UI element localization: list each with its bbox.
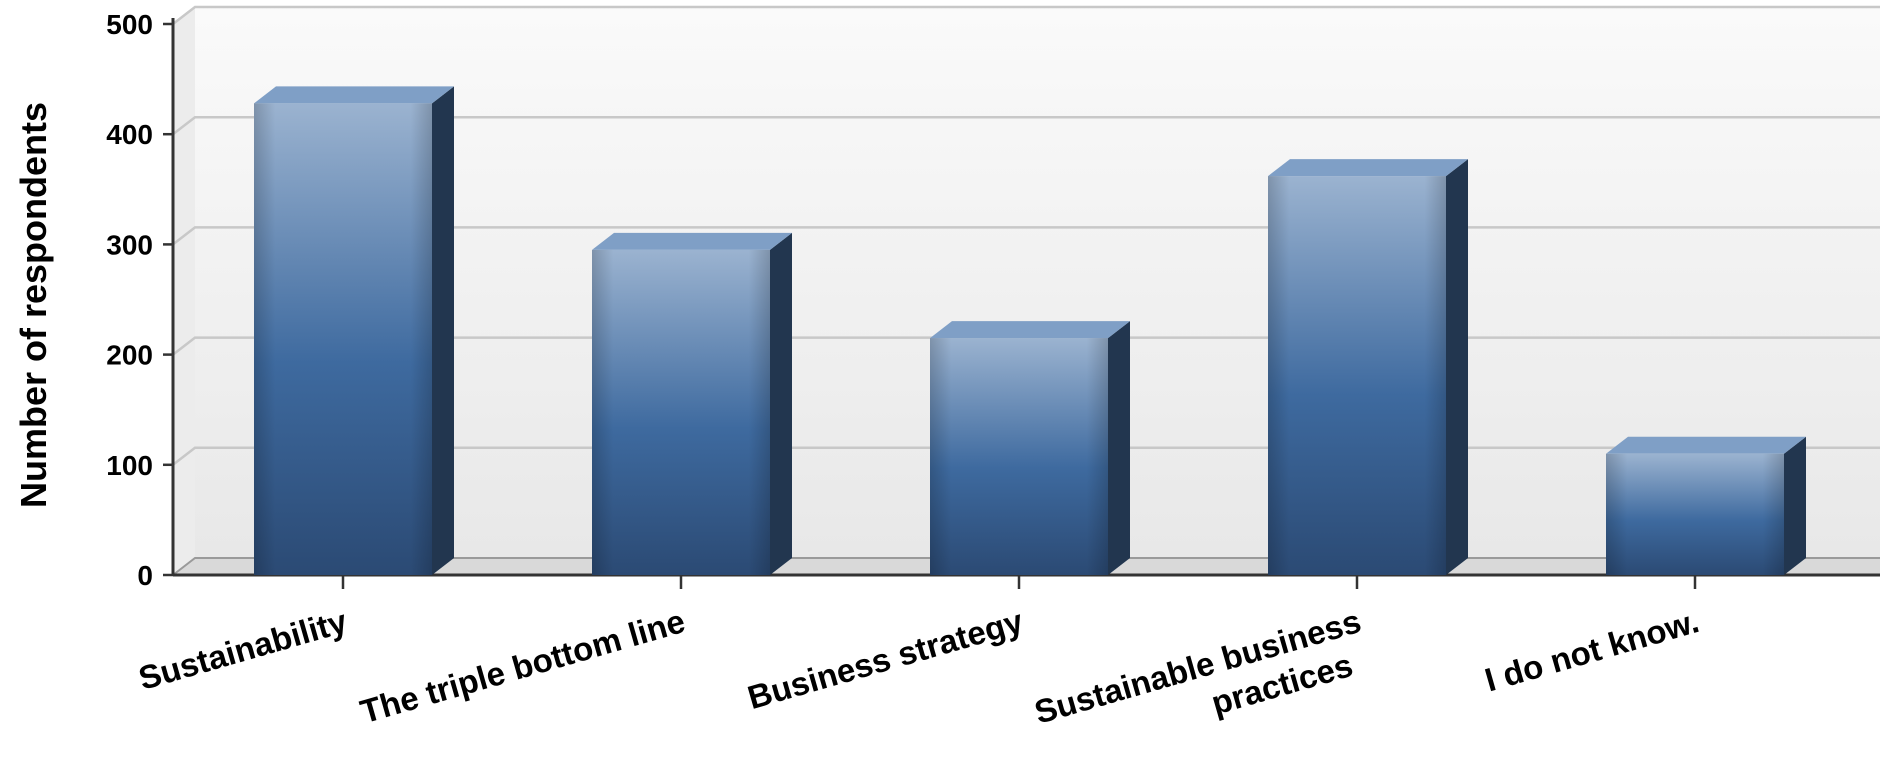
gridline — [172, 5, 1880, 25]
bars — [254, 86, 1806, 576]
bar-top — [1268, 159, 1468, 177]
x-tick-label: Sustainable businesspractices — [1030, 602, 1376, 769]
x-tick-label-line: Business strategy — [743, 602, 1027, 716]
bar — [930, 321, 1130, 575]
bar — [254, 86, 454, 576]
bar — [592, 232, 792, 575]
y-tick-label: 200 — [106, 340, 153, 371]
plot-side-wall — [173, 7, 195, 575]
x-tick-label: The triple bottom line — [356, 602, 689, 730]
x-tick-label-line: I do not know. — [1481, 602, 1703, 698]
bar-front-shade — [1606, 453, 1784, 575]
bar — [1606, 436, 1806, 575]
bar — [1268, 159, 1468, 576]
y-tick-label: 100 — [106, 450, 153, 481]
bar-side — [1784, 436, 1806, 575]
bar-side — [770, 232, 792, 575]
bar-front-shade — [254, 103, 432, 576]
y-axis-title: Number of respondents — [13, 102, 54, 508]
x-tick-label: Business strategy — [743, 602, 1027, 716]
bar-side — [432, 86, 454, 576]
bar-side — [1108, 321, 1130, 575]
bar-top — [254, 86, 454, 104]
y-tick-label: 0 — [137, 560, 153, 591]
y-tick-label: 300 — [106, 229, 153, 260]
bar-front-shade — [1268, 176, 1446, 576]
x-tick-label-line: The triple bottom line — [356, 602, 689, 730]
bar-top — [592, 232, 792, 250]
y-tick-label: 400 — [106, 119, 153, 150]
bar-top — [1606, 436, 1806, 454]
bar-side — [1446, 159, 1468, 576]
y-tick-labels: 0 100 200 300 400 500 — [106, 9, 153, 591]
x-tick-label-line: Sustainability — [134, 602, 351, 697]
bar-front-shade — [592, 249, 770, 575]
x-tick-label: I do not know. — [1481, 602, 1703, 698]
bar-top — [930, 321, 1130, 339]
x-tick-labels: Sustainability The triple bottom line Busi… — [134, 575, 1703, 769]
gridline — [172, 115, 1880, 136]
bar-front-shade — [930, 338, 1108, 575]
x-tick-label: Sustainability — [134, 602, 351, 697]
y-tick-label: 500 — [106, 9, 153, 40]
